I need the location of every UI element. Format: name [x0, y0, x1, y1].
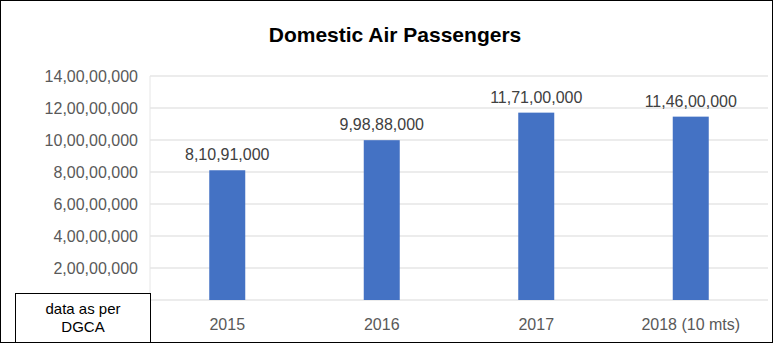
x-tick-label: 2015	[209, 316, 245, 333]
y-tick-label: 14,00,00,000	[45, 68, 139, 85]
y-tick-label: 2,00,00,000	[53, 260, 138, 277]
data-label: 11,71,00,000	[490, 89, 582, 106]
data-label: 9,98,88,000	[339, 116, 424, 133]
y-tick-label: 10,00,00,000	[45, 132, 139, 149]
bars	[209, 113, 709, 300]
chart-root: Domestic Air Passengers 2,00,00,000 4,00,0…	[0, 0, 774, 350]
data-label: 8,10,91,000	[185, 146, 270, 163]
y-axis-line	[150, 76, 151, 300]
x-tick-label: 2017	[518, 316, 554, 333]
bar	[673, 117, 709, 300]
y-tick-label: 6,00,00,000	[53, 196, 138, 213]
bar	[364, 140, 400, 300]
y-tick-label: 12,00,00,000	[45, 100, 139, 117]
x-tick-label: 2016	[364, 316, 400, 333]
y-tick-label: 8,00,00,000	[53, 164, 138, 181]
outer-frame	[1, 1, 773, 343]
y-tick-label: 4,00,00,000	[53, 228, 138, 245]
annotation: data as per DGCA	[15, 293, 151, 343]
annotation-box: data as per DGCA	[15, 293, 151, 343]
data-label: 11,46,00,000	[645, 93, 737, 110]
chart-title: Domestic Air Passengers	[269, 23, 522, 46]
bar	[518, 113, 554, 300]
bar	[209, 170, 245, 300]
grid-line	[150, 76, 768, 77]
x-tick-label: 2018 (10 mts)	[641, 316, 740, 333]
